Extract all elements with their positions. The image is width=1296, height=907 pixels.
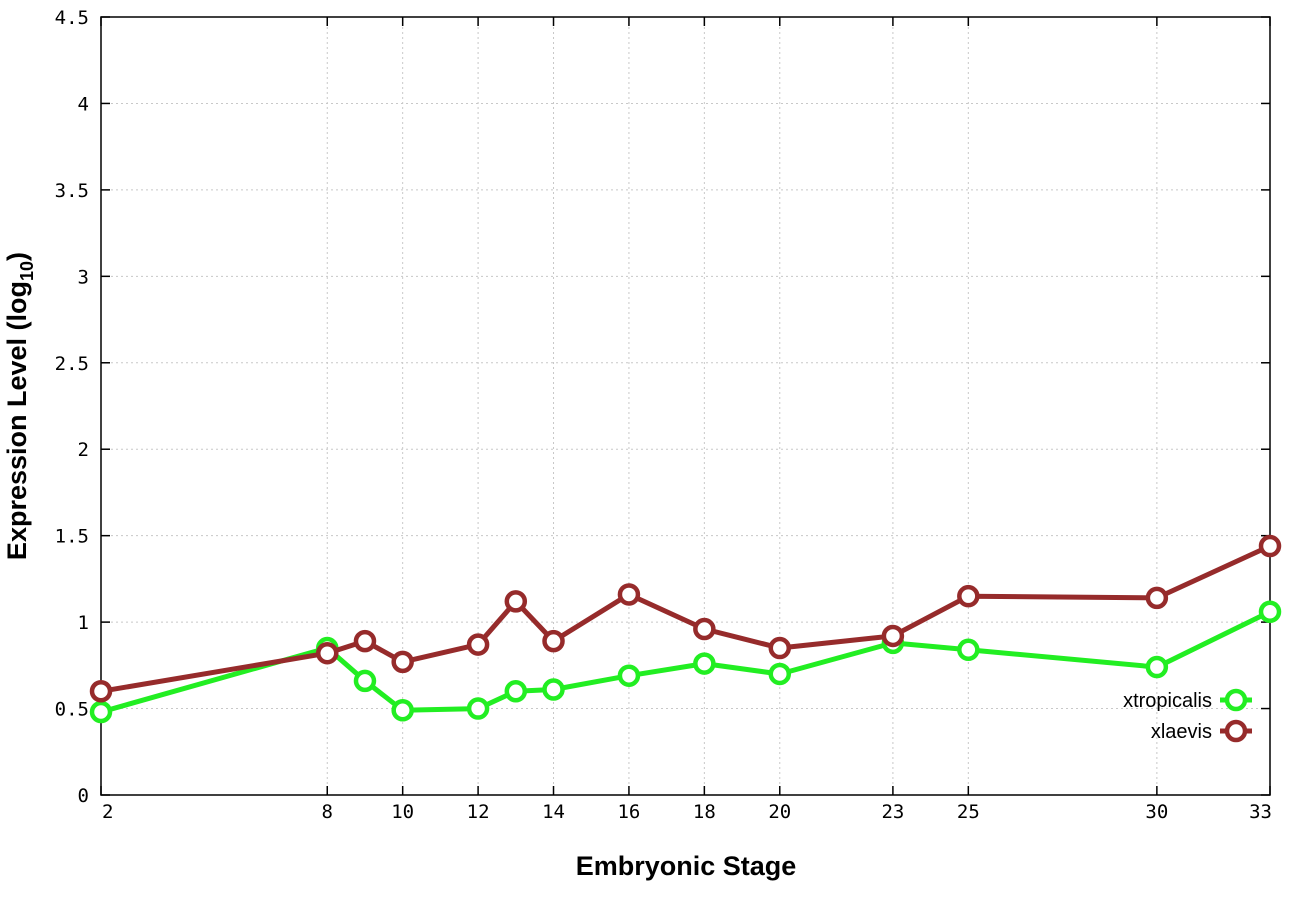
data-point-xtropicalis	[466, 697, 490, 720]
x-tick-label: 16	[617, 801, 640, 823]
data-point-xtropicalis	[504, 680, 528, 703]
data-point-xlaevis	[1258, 534, 1282, 558]
data-point-xlaevis	[391, 650, 414, 674]
x-tick-label: 18	[693, 801, 716, 823]
data-point-xtropicalis	[1145, 655, 1169, 679]
data-point-xtropicalis	[693, 652, 716, 675]
x-tick-label: 20	[768, 801, 791, 823]
x-tick-label: 14	[542, 801, 565, 823]
data-point-xlaevis	[768, 636, 792, 660]
data-point-xtropicalis	[957, 638, 980, 662]
x-axis-title: Embryonic Stage	[576, 851, 797, 881]
data-point-xtropicalis	[1258, 600, 1282, 623]
data-point-xlaevis	[1145, 586, 1169, 610]
y-axis-title: Expression Level (log10)	[2, 252, 37, 560]
data-point-xlaevis	[617, 583, 641, 606]
data-point-xlaevis	[504, 590, 528, 613]
legend-swatch-marker	[1224, 688, 1248, 712]
y-tick-label: 1.5	[55, 526, 89, 548]
y-tick-label: 2	[78, 439, 89, 461]
data-point-xlaevis	[881, 624, 905, 648]
x-tick-label: 2	[102, 801, 113, 823]
data-series	[89, 534, 1282, 724]
legend-label: xlaevis	[1151, 721, 1212, 743]
data-point-xtropicalis	[89, 700, 113, 724]
data-point-xlaevis	[542, 629, 565, 653]
legend-swatch-marker	[1224, 719, 1248, 743]
x-tick-label: 10	[391, 801, 414, 823]
legend: xtropicalis xlaevis	[1123, 688, 1252, 743]
axis-ticks: 0 0.5 1 1.5 2 2.5 3 3.5 4 4.5 2 8 10 12 14 16 18 20 23 25 30…	[55, 7, 1272, 823]
y-tick-label: 3.5	[55, 180, 89, 202]
data-point-xlaevis	[316, 641, 339, 665]
y-tick-label: 0.5	[55, 699, 89, 721]
x-tick-label: 8	[322, 801, 333, 823]
data-point-xlaevis	[957, 584, 980, 608]
data-point-xtropicalis	[353, 669, 377, 693]
data-point-xlaevis	[466, 633, 490, 656]
x-tick-label: 25	[957, 801, 980, 823]
data-point-xtropicalis	[542, 678, 565, 701]
legend-label: xtropicalis	[1123, 690, 1212, 712]
x-tick-label: 23	[881, 801, 904, 823]
data-point-xlaevis	[89, 680, 113, 703]
plot-frame	[100, 16, 1271, 796]
y-axis-title-main: Expression Level (log	[2, 281, 32, 560]
data-point-xtropicalis	[617, 664, 641, 687]
y-axis-title-close: )	[2, 252, 32, 261]
y-tick-label: 3	[78, 266, 89, 288]
x-tick-label: 33	[1249, 801, 1272, 823]
x-tick-label: 12	[467, 801, 490, 823]
y-tick-label: 4.5	[55, 7, 89, 29]
y-tick-label: 4	[78, 93, 89, 115]
y-axis-title-subscript: 10	[17, 261, 37, 281]
grid-lines	[101, 17, 1270, 795]
data-point-xlaevis	[693, 617, 716, 641]
data-point-xtropicalis	[391, 699, 414, 722]
x-tick-label: 30	[1145, 801, 1168, 823]
y-tick-label: 2.5	[55, 353, 89, 375]
data-point-xtropicalis	[768, 662, 792, 686]
data-point-xlaevis	[353, 629, 377, 653]
y-tick-label: 0	[78, 785, 89, 807]
series-line-xlaevis	[100, 543, 1272, 694]
y-tick-label: 1	[78, 612, 89, 634]
